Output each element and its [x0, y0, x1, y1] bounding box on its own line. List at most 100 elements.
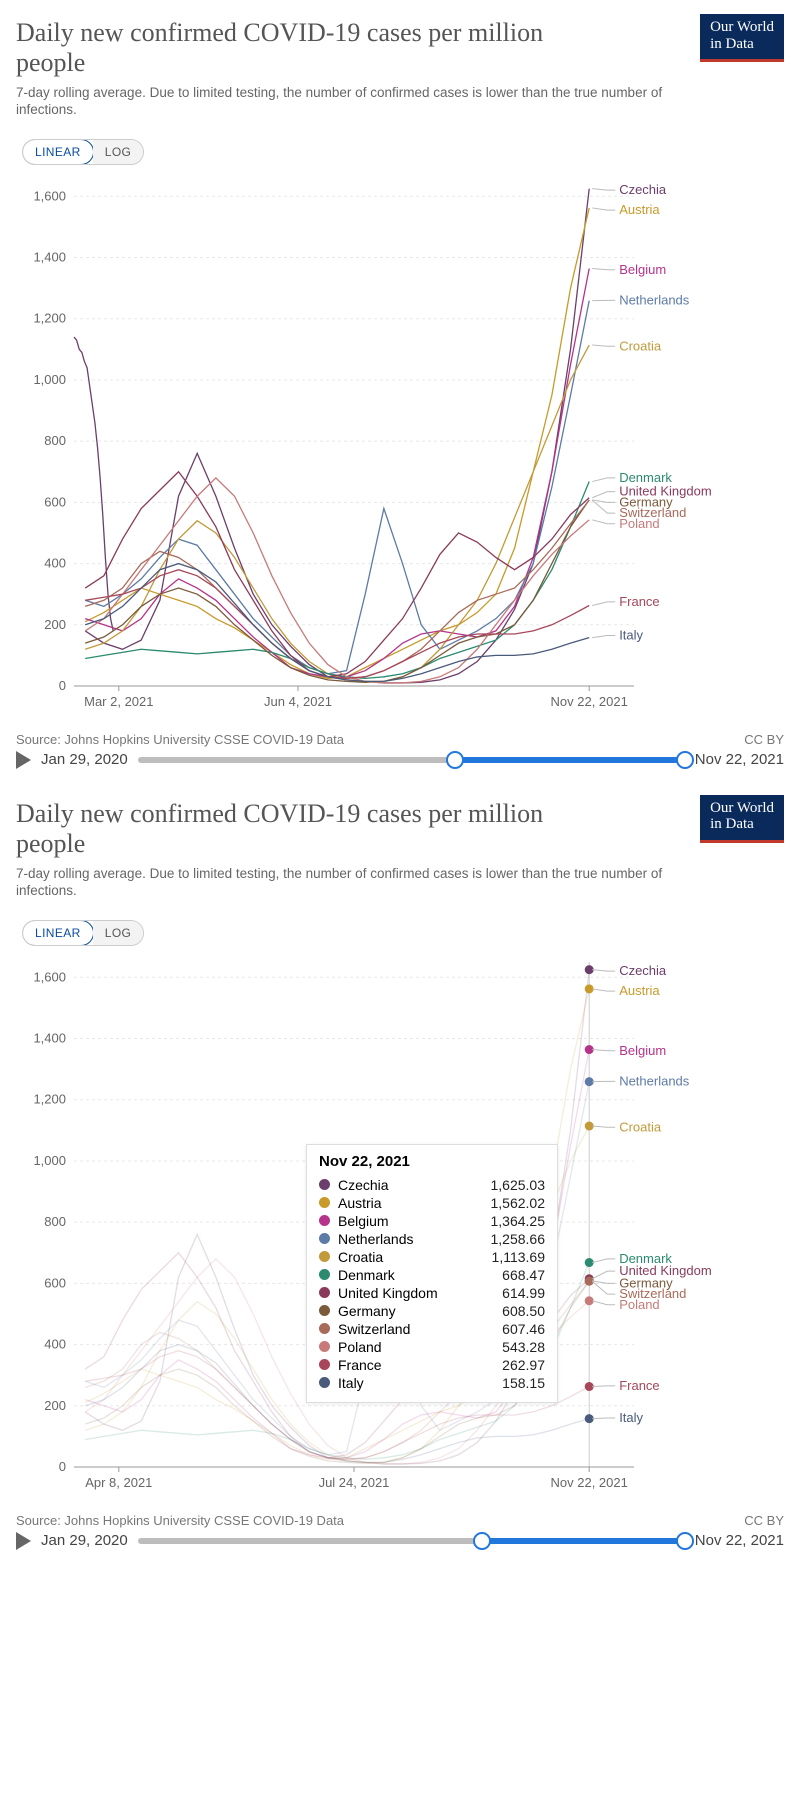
timeline-end-date: Nov 22, 2021	[695, 1532, 784, 1549]
series-label-netherlands[interactable]: Netherlands	[619, 292, 690, 307]
tooltip-series-name: Austria	[338, 1195, 382, 1211]
series-line-netherlands[interactable]	[85, 301, 589, 674]
timeline-handle-end[interactable]	[676, 751, 694, 769]
tooltip-date: Nov 22, 2021	[319, 1153, 545, 1170]
owid-logo: Our Worldin Data	[700, 14, 784, 62]
chart-subtitle: 7-day rolling average. Due to limited te…	[16, 84, 716, 119]
series-label-austria[interactable]: Austria	[619, 202, 660, 217]
series-line-czechia[interactable]	[85, 189, 589, 683]
tooltip-series-value: 1,625.03	[491, 1177, 546, 1193]
series-label-croatia[interactable]: Croatia	[619, 1119, 662, 1134]
series-line-switzerland[interactable]	[85, 500, 589, 678]
series-label-denmark[interactable]: Denmark	[619, 470, 672, 485]
timeline-track[interactable]	[138, 757, 685, 763]
timeline-handle-end[interactable]	[676, 1532, 694, 1550]
series-color-dot	[319, 1215, 330, 1226]
timeline-handle-start[interactable]	[446, 751, 464, 769]
chart-panel-top: Our Worldin Data Daily new confirmed COVI…	[0, 0, 800, 781]
tooltip-row: Germany608.50	[319, 1302, 545, 1320]
tooltip-row: Belgium1,364.25	[319, 1212, 545, 1230]
ytick-label: 200	[44, 617, 66, 632]
play-icon[interactable]	[16, 751, 31, 769]
series-line-croatia[interactable]	[85, 345, 589, 681]
chart-title: Daily new confirmed COVID-19 cases per m…	[16, 18, 576, 78]
series-color-dot	[319, 1341, 330, 1352]
timeline: Jan 29, 2020Nov 22, 2021	[16, 1532, 784, 1550]
tooltip-row: France 262.97	[319, 1356, 545, 1374]
tooltip-row: Denmark668.47	[319, 1266, 545, 1284]
plot-area[interactable]: 02004006008001,0001,2001,4001,600Mar 2, …	[16, 171, 784, 726]
tooltip-series-value: 614.99	[502, 1285, 545, 1301]
ytick-label: 800	[44, 1214, 66, 1229]
tooltip-series-name: Belgium	[338, 1213, 389, 1229]
tooltip-series-value: 608.50	[502, 1303, 545, 1319]
ytick-label: 0	[59, 1459, 66, 1474]
chart-title: Daily new confirmed COVID-19 cases per m…	[16, 799, 576, 859]
xtick-label: Mar 2, 2021	[84, 694, 153, 709]
series-label-netherlands[interactable]: Netherlands	[619, 1073, 690, 1088]
source-line: Source: Johns Hopkins University CSSE CO…	[16, 1513, 784, 1528]
badge-line1: Our World	[710, 19, 774, 35]
ytick-label: 200	[44, 1398, 66, 1413]
series-color-dot	[319, 1377, 330, 1388]
scale-log-button[interactable]: LOG	[93, 140, 144, 164]
ytick-label: 1,000	[33, 1153, 66, 1168]
tooltip-series-name: France	[338, 1357, 382, 1373]
tooltip-series-name: Croatia	[338, 1249, 383, 1265]
series-label-italy[interactable]: Italy	[619, 1410, 643, 1425]
tooltip-series-value: 1,562.02	[491, 1195, 546, 1211]
timeline: Jan 29, 2020Nov 22, 2021	[16, 751, 784, 769]
ytick-label: 1,200	[33, 311, 66, 326]
tooltip-series-name: Italy	[338, 1375, 364, 1391]
tooltip-row: Netherlands1,258.66	[319, 1230, 545, 1248]
series-line-poland[interactable]	[85, 478, 589, 683]
tooltip-series-value: 607.46	[502, 1321, 545, 1337]
tooltip-row: Poland543.28	[319, 1338, 545, 1356]
tooltip-row: Austria 1,562.02	[319, 1194, 545, 1212]
series-label-france[interactable]: France	[619, 594, 659, 609]
series-line-france[interactable]	[85, 570, 589, 679]
series-color-dot	[319, 1323, 330, 1334]
chart-panel-bottom: Our Worldin Data Daily new confirmed COVI…	[0, 781, 800, 1562]
tooltip-series-name: Denmark	[338, 1267, 395, 1283]
tooltip-row: Switzerland607.46	[319, 1320, 545, 1338]
timeline-track[interactable]	[138, 1538, 685, 1544]
series-label-belgium[interactable]: Belgium	[619, 1043, 666, 1058]
scale-log-button[interactable]: LOG	[93, 921, 144, 945]
tooltip-row: United Kingdom614.99	[319, 1284, 545, 1302]
tooltip-series-value: 543.28	[502, 1339, 545, 1355]
series-line-denmark[interactable]	[85, 481, 589, 678]
series-line-belgium[interactable]	[85, 268, 589, 676]
series-label-czechia[interactable]: Czechia	[619, 182, 667, 197]
play-icon[interactable]	[16, 1532, 31, 1550]
ytick-label: 1,400	[33, 1030, 66, 1045]
owid-logo: Our Worldin Data	[700, 795, 784, 843]
xtick-label: Jun 4, 2021	[264, 694, 332, 709]
series-label-croatia[interactable]: Croatia	[619, 338, 662, 353]
source-text: Source: Johns Hopkins University CSSE CO…	[16, 732, 344, 747]
series-label-austria[interactable]: Austria	[619, 983, 660, 998]
scale-linear-button[interactable]: LINEAR	[22, 139, 94, 165]
hover-tooltip: Nov 22, 2021Czechia1,625.03Austria1,562.…	[306, 1144, 558, 1403]
xtick-label: Nov 22, 2021	[551, 694, 628, 709]
plot-area[interactable]: 02004006008001,0001,2001,4001,600Apr 8, …	[16, 952, 784, 1507]
series-label-poland[interactable]: Poland	[619, 1297, 659, 1312]
license-text: CC BY	[744, 1513, 784, 1528]
tooltip-series-value: 262.97	[502, 1357, 545, 1373]
tooltip-row: Italy158.15	[319, 1374, 545, 1392]
series-color-dot	[319, 1287, 330, 1298]
series-line-italy[interactable]	[85, 563, 589, 681]
ytick-label: 1,400	[33, 249, 66, 264]
series-label-italy[interactable]: Italy	[619, 627, 643, 642]
series-color-dot	[319, 1197, 330, 1208]
series-color-dot	[319, 1179, 330, 1190]
scale-linear-button[interactable]: LINEAR	[22, 920, 94, 946]
license-text: CC BY	[744, 732, 784, 747]
timeline-handle-start[interactable]	[473, 1532, 491, 1550]
series-label-poland[interactable]: Poland	[619, 516, 659, 531]
xtick-label: Apr 8, 2021	[85, 1475, 152, 1490]
series-label-france[interactable]: France	[619, 1378, 659, 1393]
source-text: Source: Johns Hopkins University CSSE CO…	[16, 1513, 344, 1528]
series-label-belgium[interactable]: Belgium	[619, 262, 666, 277]
series-label-czechia[interactable]: Czechia	[619, 963, 667, 978]
